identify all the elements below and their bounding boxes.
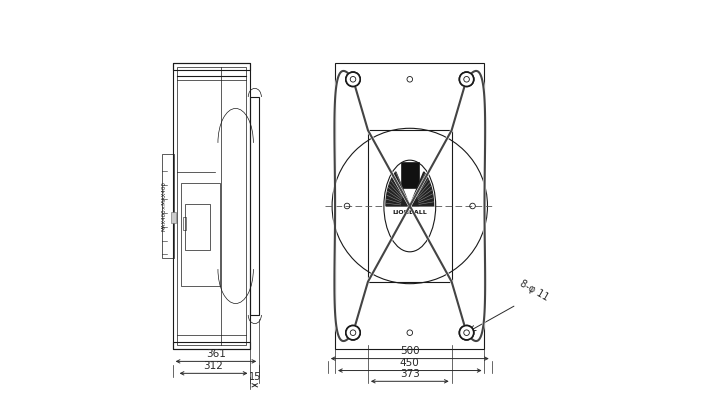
Bar [401,162,419,187]
Circle shape [346,326,360,340]
Circle shape [346,72,360,86]
Bar [171,212,175,223]
Bar [183,217,186,229]
Circle shape [459,326,473,340]
Text: 450: 450 [400,358,419,368]
Text: 500: 500 [400,346,419,356]
Text: 373: 373 [400,368,420,379]
Bar [173,342,251,349]
Bar [162,154,174,258]
Bar [368,130,451,282]
Bar [335,63,484,349]
Polygon shape [386,172,410,206]
Text: 15: 15 [248,372,261,383]
Bar [251,97,259,315]
Bar [184,204,210,250]
Text: 361: 361 [206,349,226,359]
Text: 312: 312 [204,360,224,370]
Circle shape [346,326,360,340]
Ellipse shape [384,160,436,252]
Circle shape [346,72,360,86]
Text: LIONBALL: LIONBALL [392,210,427,215]
Text: 8-φ 11: 8-φ 11 [518,278,550,303]
Text: MAX400×MAX400: MAX400×MAX400 [162,181,167,231]
Bar [177,67,246,345]
Polygon shape [410,172,434,206]
Circle shape [459,326,473,340]
Bar [173,63,251,70]
Bar [181,183,219,286]
Circle shape [459,72,473,86]
Circle shape [459,72,473,86]
Bar [173,63,251,349]
